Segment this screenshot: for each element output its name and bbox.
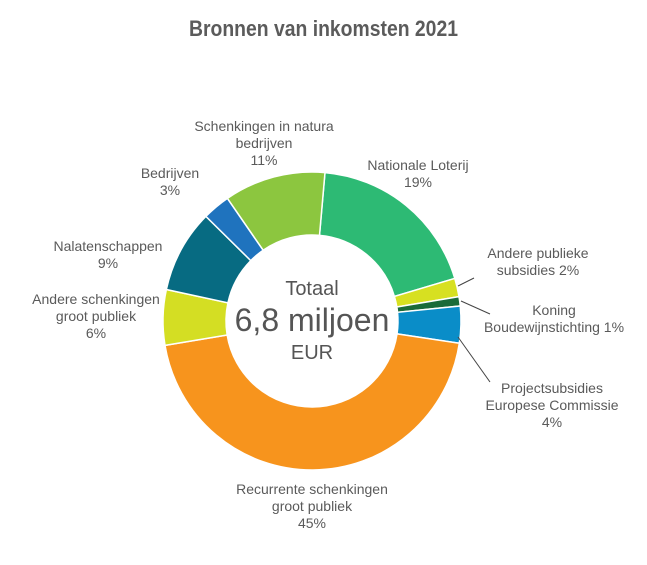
donut-center-text: Totaal 6,8 miljoen EUR (235, 278, 390, 364)
leader-line (457, 336, 491, 383)
center-line-1: Totaal (285, 278, 338, 300)
label-bedrijven: Bedrijven 3% (141, 165, 199, 198)
label-koning-boudewijnstichting: Koning Boudewijnstichting 1% (484, 302, 624, 335)
label-schenkingen-in-natura-bedrijven: Schenkingen in natura bedrijven 11% (194, 118, 334, 168)
slice-schenkingen-in-natura-bedrijven (226, 171, 326, 252)
slice-recurrente-schenkingen-groot-publiek (164, 333, 461, 471)
donut-slices (162, 171, 462, 471)
center-line-3: EUR (291, 342, 333, 364)
label-nationale-loterij: Nationale Loterij 19% (367, 157, 468, 190)
leader-line (457, 277, 475, 287)
label-andere-publieke-subsidies: Andere publieke subsidies 2% (487, 245, 588, 278)
label-leader-lines (457, 277, 491, 383)
center-line-2: 6,8 miljoen (235, 302, 390, 338)
leader-line (460, 300, 491, 315)
slice-labels: Nationale Loterij 19% Andere publieke subsi… (32, 118, 624, 531)
label-recurrente-schenkingen-groot-publiek: Recurrente schenkingen groot publiek 45% (236, 481, 388, 531)
slice-nationale-loterij (318, 171, 456, 298)
label-andere-schenkingen-groot-publiek: Andere schenkingen groot publiek 6% (32, 291, 160, 341)
label-nalatenschappen: Nalatenschappen 9% (54, 238, 163, 271)
label-projectsubsidies-europese-commissie: Projectsubsidies Europese Commissie 4% (485, 380, 618, 430)
chart-title: Bronnen van inkomsten 2021 (189, 16, 458, 41)
